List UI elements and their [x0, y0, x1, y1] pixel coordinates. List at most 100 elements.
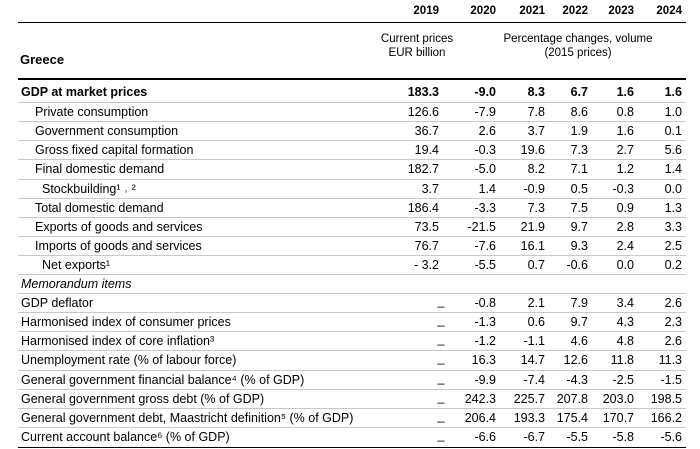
cell-2022: 9.7 — [570, 219, 588, 234]
table-row: Harmonised index of core inflation³ _ -1.2… — [18, 331, 686, 351]
cell-2024: 1.0 — [664, 105, 682, 120]
cell-2022: 12.6 — [563, 353, 588, 368]
cell-2019: 19.4 — [414, 143, 439, 158]
cell-2023: 203.0 — [602, 391, 634, 406]
cell-2020: -3.3 — [474, 200, 496, 215]
row-label: General government debt, Maastricht defi… — [21, 410, 354, 425]
cell-2023: 2.8 — [616, 219, 634, 234]
cell-2019-dash: _ — [437, 313, 445, 328]
year-2020: 2020 — [470, 5, 496, 17]
col-rest-sub-line2: (2015 prices) — [544, 47, 612, 59]
cell-2024: -1.5 — [660, 372, 682, 387]
cell-2023: 3.4 — [616, 296, 634, 311]
cell-2023: 11.8 — [610, 353, 634, 368]
cell-2022: 9.3 — [570, 238, 588, 253]
top-rule — [18, 22, 686, 23]
col-2019-sub-line2: EUR billion — [388, 47, 446, 59]
cell-2020: 242.3 — [464, 391, 496, 406]
cell-2022: 6.7 — [570, 85, 588, 99]
cell-2020: -7.6 — [474, 238, 496, 253]
cell-2019-dash: _ — [437, 389, 445, 404]
cell-2024: 0.0 — [664, 181, 682, 196]
cell-2019-dash: _ — [437, 408, 445, 423]
row-label: Private consumption — [35, 105, 149, 120]
cell-2024: 11.3 — [658, 353, 682, 368]
country-title: Greece — [20, 52, 65, 67]
table-row: General government debt, Maastricht defi… — [18, 407, 686, 428]
table-row: Memorandum items — [18, 274, 686, 294]
cell-2023: -0.3 — [612, 181, 634, 196]
row-label: Final domestic demand — [35, 162, 165, 177]
cell-2019-dash: _ — [437, 427, 445, 442]
cell-2022: 4.6 — [570, 334, 588, 349]
table-row: Net exports¹ - 3.2 -5.5 0.7 -0.6 0.0 0.2 — [18, 254, 686, 275]
cell-2020: 2.6 — [478, 124, 496, 139]
cell-2022: 9.7 — [570, 315, 588, 330]
cell-2022: 7.1 — [570, 162, 588, 177]
row-label: Harmonised index of consumer prices — [21, 315, 231, 330]
col-rest-sub-line1: Percentage changes, volume — [503, 33, 653, 45]
cell-2019: 73.5 — [414, 219, 439, 234]
cell-2019: 76.7 — [414, 238, 439, 253]
cell-2021: -6.7 — [523, 429, 545, 444]
cell-2021: 0.6 — [527, 315, 545, 330]
row-label: GDP at market prices — [21, 85, 148, 99]
cell-2019-dash: _ — [437, 332, 445, 347]
cell-2024: 2.6 — [664, 334, 682, 349]
table-row: Government consumption 36.7 2.6 3.7 1.9 1.6 0.… — [18, 121, 686, 141]
row-label: Unemployment rate (% of labour force) — [21, 353, 237, 368]
table-row: Imports of goods and services 76.7 -7.6 16.… — [18, 235, 686, 256]
cell-2020: -5.5 — [474, 257, 496, 272]
cell-2020: -5.0 — [474, 162, 496, 177]
cell-2023: -2.5 — [612, 372, 634, 387]
cell-2022: 7.5 — [570, 200, 588, 215]
col-2019-subheader: Current prices EUR billion — [372, 32, 462, 60]
row-label: Total domestic demand — [35, 200, 164, 215]
cell-2020: -0.8 — [474, 296, 496, 311]
cell-2024: 3.3 — [664, 219, 682, 234]
cell-2022: 175.4 — [556, 410, 588, 425]
row-label: Memorandum items — [21, 277, 132, 291]
year-2024: 2024 — [656, 5, 682, 17]
cell-2022: -0.6 — [566, 257, 588, 272]
cell-2023: -5.8 — [612, 429, 634, 444]
cell-2021: -0.9 — [523, 181, 545, 196]
cell-2024: -5.6 — [660, 429, 682, 444]
cell-2021: -1.1 — [523, 334, 545, 349]
cell-2023: 2.7 — [616, 143, 634, 158]
cell-2024: 198.5 — [650, 391, 682, 406]
cell-2019: 126.6 — [407, 105, 439, 120]
bottom-rule — [18, 446, 686, 448]
cell-2024: 5.6 — [664, 143, 682, 158]
table-row: Private consumption 126.6 -7.9 7.8 8.6 0.8 1.0 — [18, 102, 686, 122]
cell-2023: 0.9 — [616, 200, 634, 215]
cell-2021: 193.3 — [513, 410, 545, 425]
cell-2020: -9.9 — [474, 372, 496, 387]
cell-2020: 16.3 — [471, 353, 496, 368]
col-rest-subheader: Percentage changes, volume (2015 prices) — [480, 32, 676, 60]
cell-2024: 1.3 — [664, 200, 682, 215]
table-row: GDP deflator _ -0.8 2.1 7.9 3.4 2.6 — [18, 293, 686, 313]
cell-2021: 225.7 — [513, 391, 545, 406]
cell-2022: 7.9 — [570, 296, 588, 311]
cell-2019-dash: _ — [437, 294, 445, 309]
cell-2023: 1.6 — [616, 85, 634, 99]
cell-2024: 1.4 — [664, 162, 682, 177]
cell-2021: 8.2 — [527, 162, 545, 177]
cell-2021: 21.9 — [520, 219, 545, 234]
cell-2021: 14.7 — [520, 353, 545, 368]
cell-2019: - 3.2 — [413, 257, 439, 272]
cell-2024: 0.2 — [664, 257, 682, 272]
row-label: Government consumption — [35, 124, 179, 139]
cell-2021: 7.8 — [527, 105, 545, 120]
cell-2020: -1.3 — [474, 315, 496, 330]
cell-2020: 1.4 — [478, 181, 496, 196]
row-label: Imports of goods and services — [35, 238, 202, 253]
cell-2019: 182.7 — [407, 162, 439, 177]
cell-2019: 186.4 — [407, 200, 439, 215]
table-row: Gross fixed capital formation 19.4 -0.3 19.… — [18, 140, 686, 160]
cell-2021: 8.3 — [527, 85, 545, 99]
row-label: Gross fixed capital formation — [35, 143, 194, 158]
row-label: Exports of goods and services — [35, 219, 203, 234]
table-row: Harmonised index of consumer prices _ -1.3… — [18, 312, 686, 332]
